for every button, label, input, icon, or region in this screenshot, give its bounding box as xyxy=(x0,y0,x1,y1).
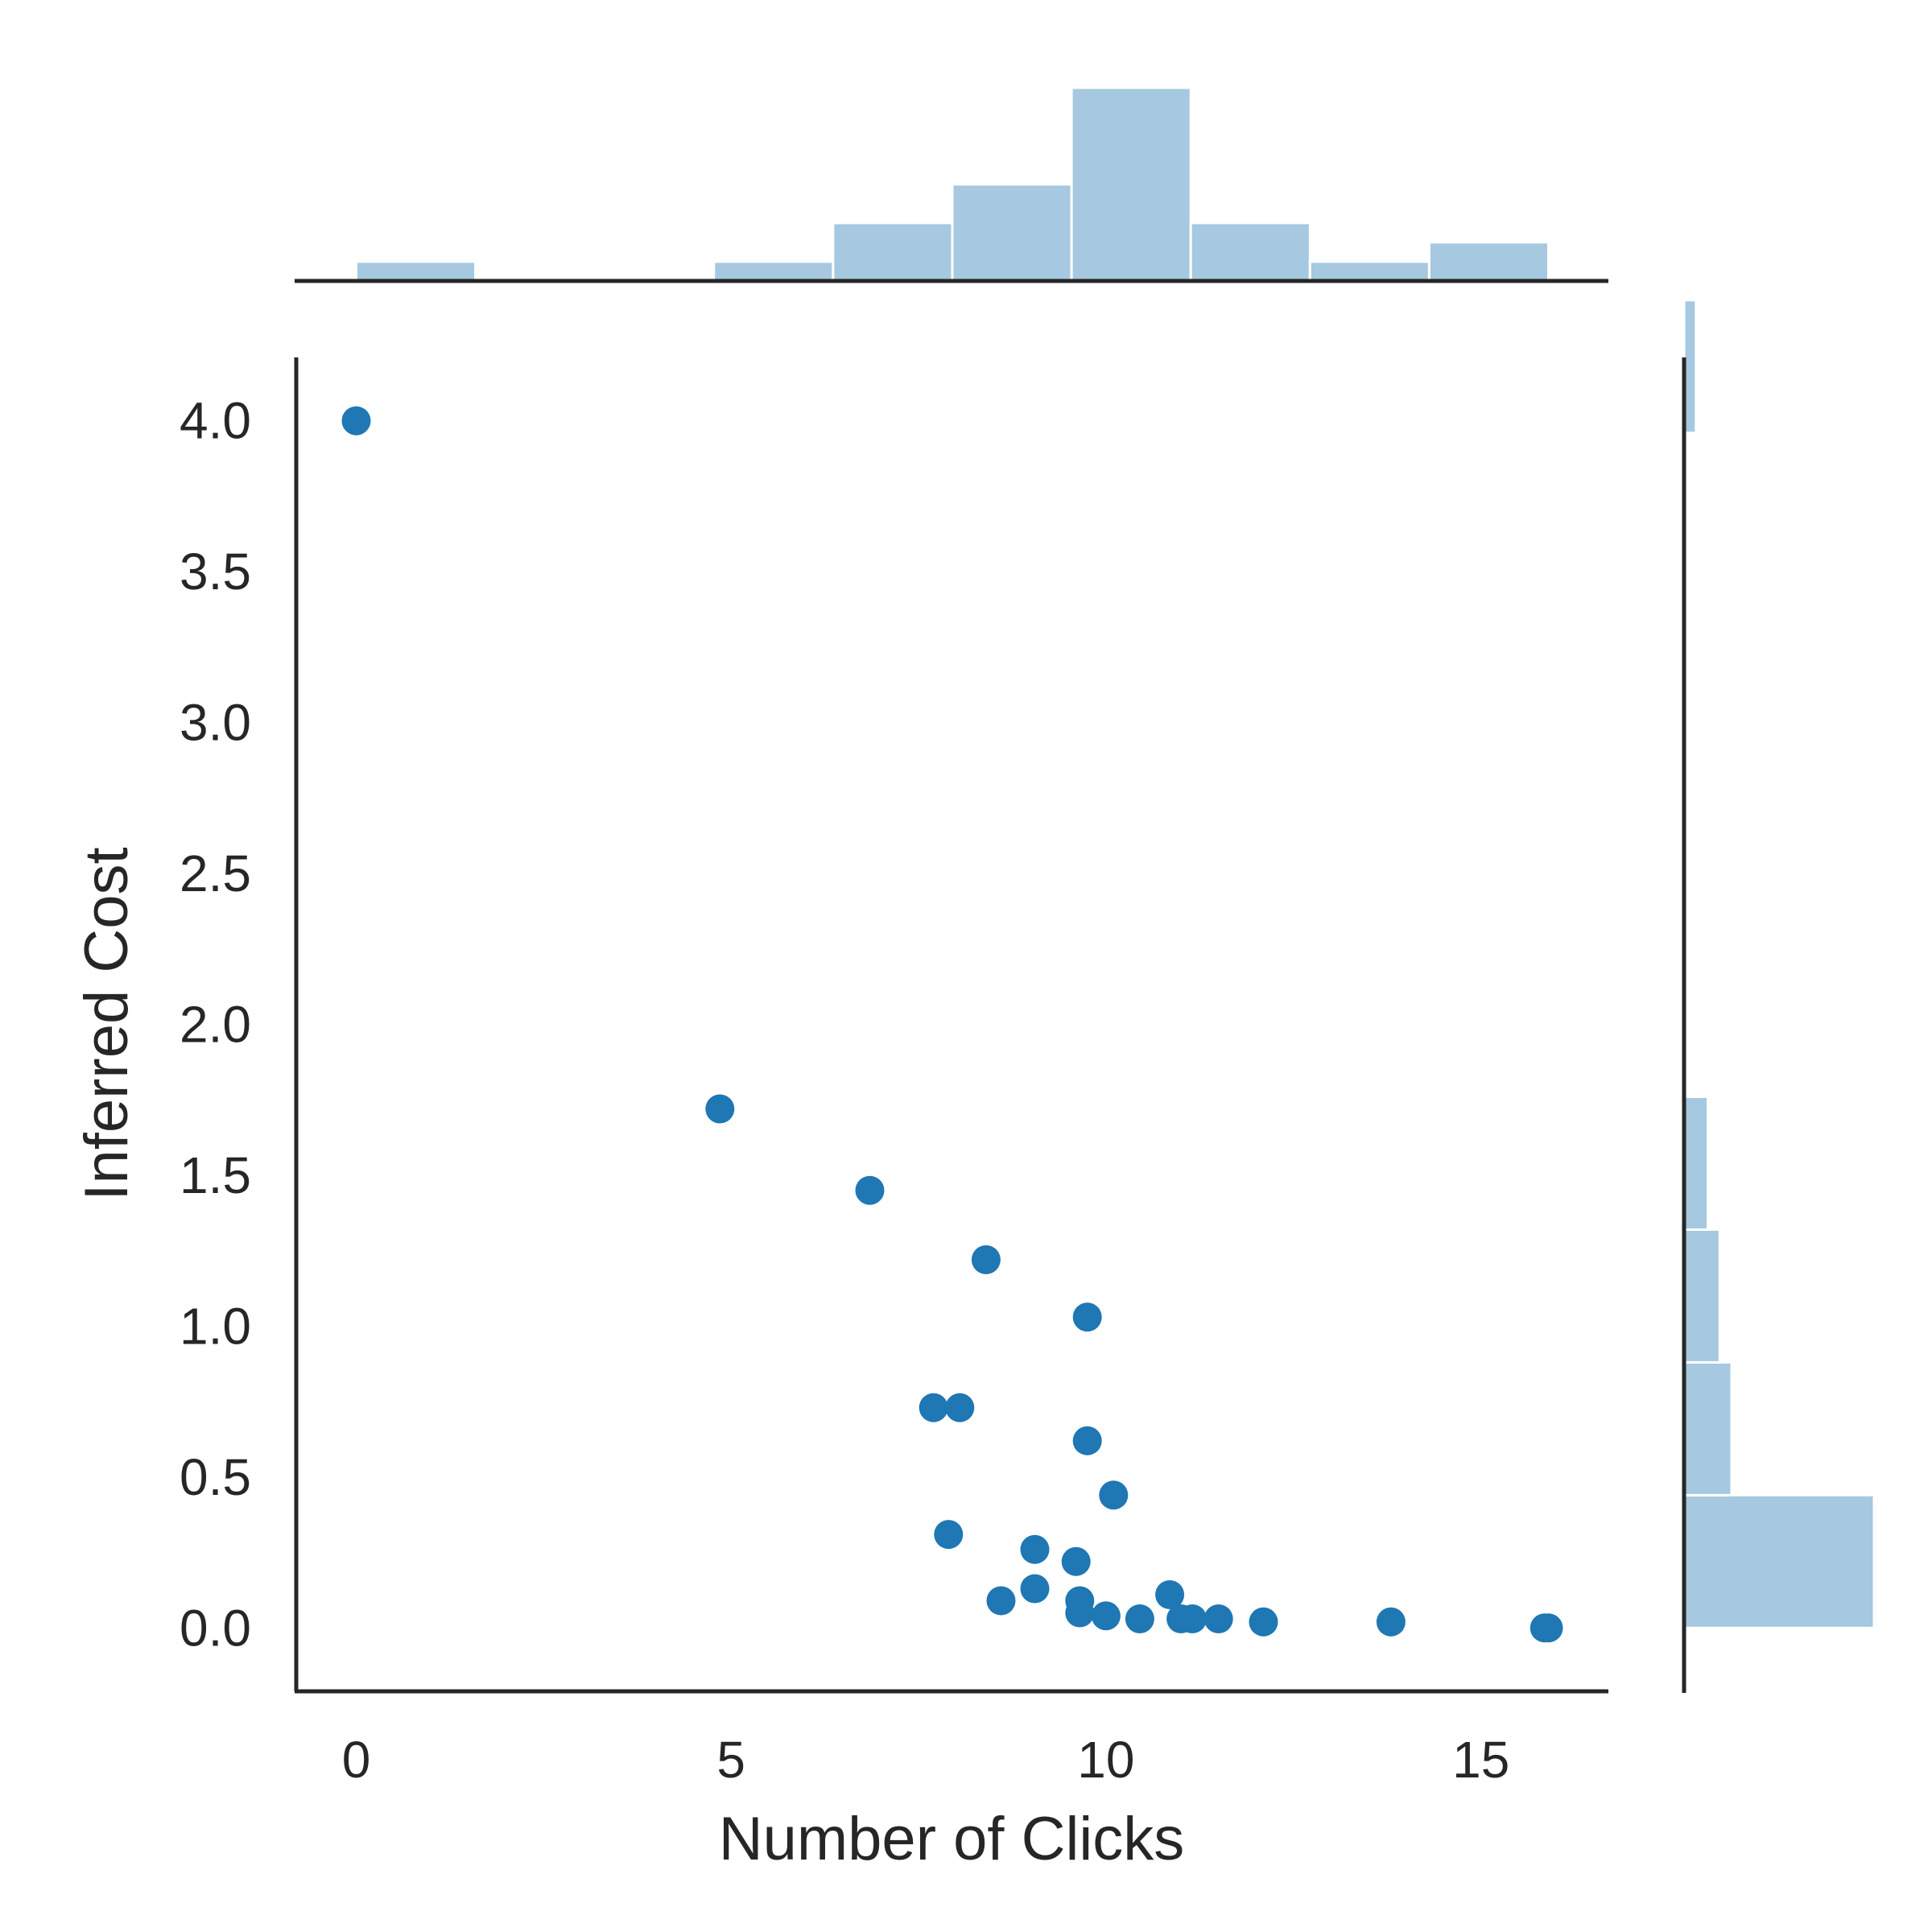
x-hist-bar-4 xyxy=(832,221,954,283)
scatter-point-23 xyxy=(1376,1607,1406,1637)
x-tick-labels: 0 5 10 15 xyxy=(342,1731,1510,1789)
scatter-point-5 xyxy=(919,1393,948,1422)
scatter-plot xyxy=(341,406,1563,1643)
x-marginal-histogram xyxy=(355,86,1550,283)
y-axis-label: Inferred Cost xyxy=(72,847,141,1200)
y-tick-label-2.5: 2.5 xyxy=(180,844,251,902)
x-hist-bar-0 xyxy=(355,260,477,283)
y-tick-label-1.5: 1.5 xyxy=(180,1146,251,1204)
x-hist-bar-3 xyxy=(712,260,835,283)
scatter-point-20 xyxy=(1178,1604,1208,1633)
scatter-point-9 xyxy=(934,1520,964,1550)
y-tick-label-2.0: 2.0 xyxy=(180,996,251,1054)
y-hist-bar-1 xyxy=(1682,1360,1733,1496)
y-tick-labels: 0.0 0.5 1.0 1.5 2.0 2.5 3.0 3.5 4.0 xyxy=(180,392,251,1657)
y-tick-label-1.0: 1.0 xyxy=(180,1297,251,1355)
scatter-point-0 xyxy=(341,406,371,436)
scatter-point-6 xyxy=(945,1393,975,1422)
scatter-point-7 xyxy=(1072,1426,1102,1455)
y-tick-label-3.0: 3.0 xyxy=(180,694,251,752)
scatter-point-13 xyxy=(1020,1574,1050,1604)
x-tick-label-0: 0 xyxy=(342,1731,371,1789)
x-hist-bar-6 xyxy=(1070,86,1192,283)
x-hist-bar-9 xyxy=(1427,241,1550,283)
y-tick-label-0.0: 0.0 xyxy=(180,1599,251,1657)
scatter-point-21 xyxy=(1203,1604,1233,1633)
y-tick-label-4.0: 4.0 xyxy=(180,392,251,450)
scatter-point-25 xyxy=(1534,1613,1563,1643)
scatter-point-22 xyxy=(1249,1607,1278,1637)
scatter-point-8 xyxy=(1099,1480,1129,1510)
scatter-point-12 xyxy=(986,1586,1016,1616)
scatter-point-4 xyxy=(1072,1302,1102,1332)
scatter-point-3 xyxy=(971,1245,1001,1274)
x-tick-label-15: 15 xyxy=(1452,1731,1509,1789)
x-tick-label-5: 5 xyxy=(716,1731,745,1789)
scatter-point-1 xyxy=(705,1094,735,1124)
scatter-point-11 xyxy=(1061,1546,1091,1576)
x-hist-bar-8 xyxy=(1308,260,1430,283)
y-tick-label-0.5: 0.5 xyxy=(180,1448,251,1506)
x-tick-label-10: 10 xyxy=(1077,1731,1134,1789)
x-hist-bar-5 xyxy=(951,183,1073,283)
x-hist-bar-7 xyxy=(1189,221,1311,283)
scatter-point-2 xyxy=(855,1175,885,1205)
scatter-point-18 xyxy=(1155,1580,1185,1609)
axis-spines xyxy=(294,279,1686,1694)
scatter-point-15 xyxy=(1065,1598,1095,1628)
y-hist-bar-3 xyxy=(1682,1096,1709,1231)
scatter-point-10 xyxy=(1020,1534,1050,1564)
x-axis-label: Number of Clicks xyxy=(719,1805,1185,1873)
y-hist-bar-0 xyxy=(1682,1493,1876,1629)
y-tick-label-3.5: 3.5 xyxy=(180,543,251,601)
y-hist-bar-2 xyxy=(1682,1228,1721,1364)
y-marginal-histogram xyxy=(1682,299,1876,1629)
scatter-point-16 xyxy=(1091,1601,1121,1631)
scatter-point-17 xyxy=(1125,1604,1154,1633)
